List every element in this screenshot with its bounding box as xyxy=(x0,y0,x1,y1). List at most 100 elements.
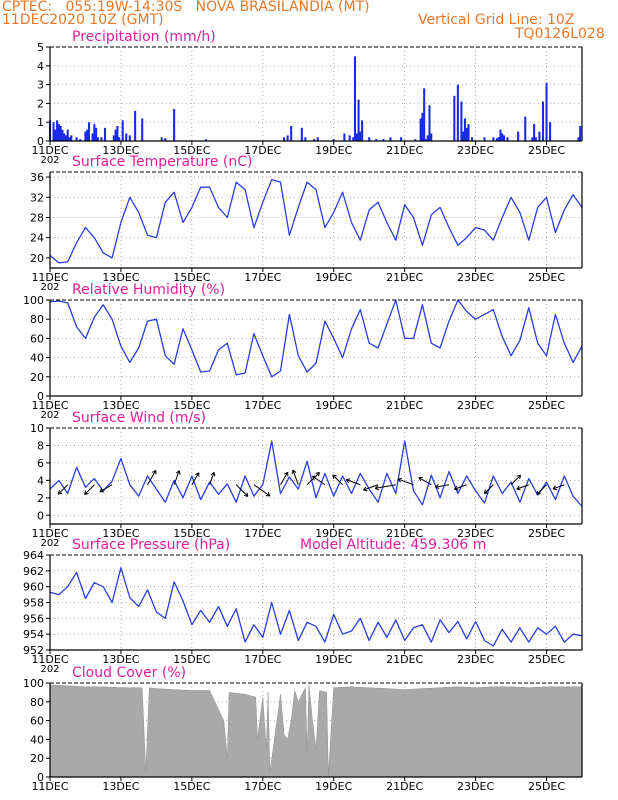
wind-arrow-shaft xyxy=(536,484,547,495)
wind-arrow-head xyxy=(332,474,337,477)
precip-bar xyxy=(492,137,495,141)
x-tick-label: 25DEC xyxy=(528,527,565,540)
y-tick-label: 80 xyxy=(30,696,44,709)
x-tick-label: 15DEC xyxy=(173,399,210,412)
wind-arrow-shaft xyxy=(147,470,157,485)
wind-arrow-shaft xyxy=(332,474,343,486)
precip-bar xyxy=(541,101,545,141)
precip-bar xyxy=(343,133,346,141)
y-tick-label: 4 xyxy=(37,474,44,487)
y-tick-label: 36 xyxy=(30,171,44,184)
wind-arrow xyxy=(280,471,289,485)
wind-arrow-head xyxy=(178,470,181,475)
precip-bar xyxy=(348,135,351,141)
wind-arrow-head xyxy=(57,490,60,495)
wind-arrow-shaft xyxy=(552,484,565,490)
precip-bar xyxy=(538,131,541,141)
precip-bar xyxy=(579,125,582,141)
wind-arrow-head xyxy=(536,490,539,495)
y-tick-label: 32 xyxy=(30,191,44,204)
wind-arrow-head xyxy=(397,478,401,483)
header-model-code: TQ0126L028 xyxy=(515,26,605,42)
wind-arrow-shaft xyxy=(375,484,396,489)
y-tick-label: 952 xyxy=(23,644,44,657)
y-tick-label: 2 xyxy=(37,492,44,505)
precip-bar xyxy=(368,137,371,141)
x-tick-label: 25DEC xyxy=(528,653,565,666)
x-tick-label: 21DEC xyxy=(386,527,423,540)
x-tick-label: 21DEC xyxy=(386,653,423,666)
x-tick-label: 11DEC xyxy=(31,780,68,793)
precip-bar xyxy=(68,137,71,141)
y-tick-label: 954 xyxy=(23,628,44,641)
precip-bar xyxy=(87,122,91,141)
precip-bar xyxy=(423,88,426,141)
pressure-title: Surface Pressure (hPa) xyxy=(72,537,230,553)
wind-arrow-head xyxy=(345,479,350,484)
x-tick-label: 23DEC xyxy=(457,144,494,157)
wind-arrow-head xyxy=(283,471,288,475)
precip-bar xyxy=(355,133,358,141)
precip-bar xyxy=(357,99,360,141)
x-tick-label: 13DEC xyxy=(102,271,139,284)
wind-arrow-shaft xyxy=(363,484,379,491)
wind-arrow-head xyxy=(292,469,297,473)
cloud-cover-title: Cloud Cover (%) xyxy=(72,665,186,681)
precip-bar xyxy=(460,101,463,141)
y-tick-label: 28 xyxy=(30,211,44,224)
wind-arrow-head xyxy=(152,470,157,473)
wind-arrow xyxy=(209,471,216,485)
wind-arrow xyxy=(483,484,494,495)
wind-arrow-head xyxy=(246,492,249,497)
wind-arrow xyxy=(453,484,467,491)
y-tick-label: 0 xyxy=(37,771,44,784)
x-tick-label: 21DEC xyxy=(386,144,423,157)
precip-bar xyxy=(467,124,470,141)
x-tick-label: 17DEC xyxy=(244,144,281,157)
wind-arrow-head xyxy=(315,471,320,474)
y-tick-label: 8 xyxy=(37,439,44,452)
wind-arrow-head xyxy=(516,488,521,491)
wind-series-line xyxy=(49,440,583,507)
x-tick-label: 11DEC xyxy=(31,271,68,284)
y-tick-label: 0 xyxy=(37,135,44,148)
y-tick-label: 40 xyxy=(30,352,44,365)
x-tick-label: 23DEC xyxy=(457,780,494,793)
wind-arrow-head xyxy=(552,488,558,491)
precip-bar xyxy=(400,137,403,141)
precip-bar xyxy=(66,129,69,141)
precip-bar xyxy=(465,127,468,141)
wind-arrow-head xyxy=(332,474,335,479)
precip-bar xyxy=(64,135,67,141)
wind-arrow xyxy=(235,484,249,497)
wind-arrow-head xyxy=(84,490,87,495)
wind-arrow xyxy=(516,484,529,491)
y-tick-label: 0 xyxy=(37,390,44,403)
y-tick-label: 20 xyxy=(30,752,44,765)
x-tick-label: 13DEC xyxy=(102,144,139,157)
precip-bar xyxy=(300,127,303,141)
y-tick-label: 964 xyxy=(23,549,44,562)
precip-bar xyxy=(114,129,117,141)
y-tick-label: 40 xyxy=(30,733,44,746)
wind-arrow-shaft xyxy=(235,484,249,497)
precip-bar xyxy=(389,137,392,141)
wind-arrow-head xyxy=(536,493,541,495)
precip-bar xyxy=(313,139,316,141)
precip-bar xyxy=(495,138,498,141)
panel-cloud-cover: 0 20 40 60 80 100 11DEC 13DEC 15DEC 17DEC 19DEC 21D… xyxy=(23,665,583,793)
precip-bar xyxy=(93,124,96,141)
panel-pressure: 952 954 956 958 960 962 964 11DEC 13DEC 15DEC 17DE… xyxy=(23,537,583,675)
wind-arrow-head xyxy=(519,475,522,480)
wind-arrow-shaft xyxy=(346,479,361,486)
wind-arrow-head xyxy=(346,478,351,481)
wind-arrow xyxy=(99,484,113,493)
precip-bar xyxy=(483,137,486,141)
y-tick-label: 962 xyxy=(23,565,44,578)
precip-bar xyxy=(91,133,94,141)
precip-bar xyxy=(549,122,552,141)
x-tick-label: 13DEC xyxy=(102,399,139,412)
panel-temperature: 20 24 28 32 36 11DEC 13DEC 15DEC 17DEC 19DEC 21DEC… xyxy=(30,154,583,293)
x-tick-label: 17DEC xyxy=(244,780,281,793)
